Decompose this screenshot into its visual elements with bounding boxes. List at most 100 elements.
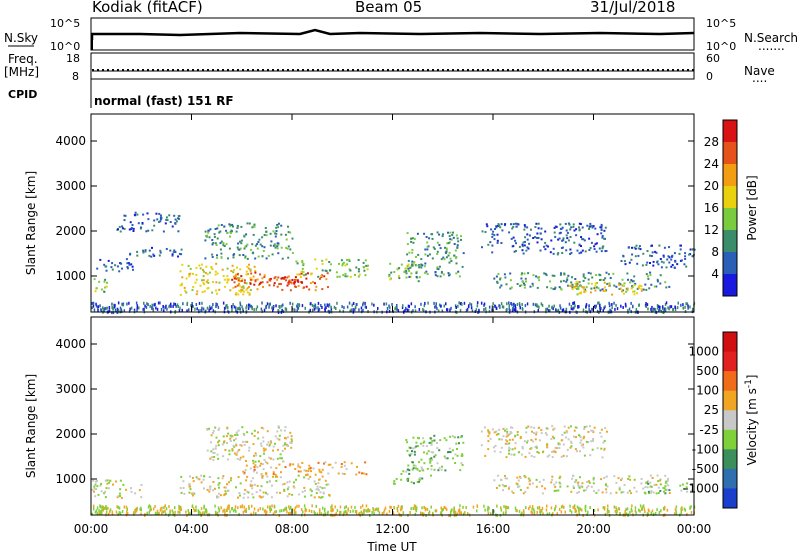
data-cell (179, 487, 182, 490)
data-cell (524, 236, 527, 239)
data-cell (447, 272, 450, 275)
data-cell (224, 449, 227, 451)
data-cell (592, 438, 595, 440)
ground-scatter-cell (263, 509, 266, 513)
data-cell (308, 464, 311, 467)
ground-scatter-cell (205, 309, 207, 313)
data-cell (182, 487, 185, 489)
data-cell (591, 276, 594, 279)
ground-scatter-cell (212, 309, 215, 313)
data-cell (552, 288, 555, 291)
data-cell (103, 263, 106, 266)
data-cell (251, 252, 254, 255)
ground-scatter-cell (146, 302, 148, 306)
ground-scatter-cell (344, 510, 346, 514)
ground-scatter-cell (248, 505, 250, 508)
data-cell (615, 481, 618, 484)
ground-scatter-cell (428, 510, 431, 514)
ground-scatter-cell (348, 301, 351, 305)
ground-scatter-cell (303, 504, 306, 508)
data-cell (613, 284, 616, 287)
ground-scatter-cell (506, 505, 508, 509)
ground-scatter-cell (310, 302, 312, 306)
data-cell (214, 242, 217, 245)
ground-scatter-cell (438, 303, 441, 307)
data-cell (234, 275, 237, 278)
ground-scatter-cell (144, 304, 146, 308)
data-cell (426, 248, 429, 251)
data-cell (93, 485, 96, 488)
data-cell (317, 482, 320, 485)
ground-scatter-cell (241, 504, 244, 508)
ground-scatter-cell (149, 508, 151, 512)
data-cell (286, 481, 289, 484)
data-cell (579, 485, 582, 488)
data-cell (232, 286, 235, 289)
data-cell (560, 247, 563, 249)
data-cell (269, 232, 272, 235)
ground-scatter-cell (349, 510, 352, 513)
ground-scatter-cell (368, 509, 371, 513)
data-cell (644, 486, 647, 489)
noise-tick-top-right: 10^5 (706, 17, 736, 30)
data-cell (593, 287, 596, 290)
data-cell (590, 440, 593, 443)
data-cell (237, 496, 239, 499)
data-cell (639, 248, 642, 251)
data-cell (495, 430, 498, 433)
data-cell (270, 240, 273, 243)
ground-scatter-cell (118, 511, 121, 515)
data-cell (438, 466, 441, 469)
data-cell (192, 272, 194, 275)
data-cell (266, 443, 269, 446)
data-cell (601, 235, 604, 237)
data-cell (572, 487, 575, 489)
ground-scatter-cell (503, 505, 505, 509)
ground-scatter-cell (442, 507, 444, 511)
y-tick-label: 3000 (55, 179, 86, 193)
data-cell (229, 479, 232, 482)
ground-scatter-cell (547, 309, 550, 313)
ground-scatter-cell (389, 306, 391, 310)
data-cell (405, 270, 408, 272)
data-cell (450, 260, 453, 262)
ground-scatter-cell (135, 301, 138, 305)
data-cell (461, 265, 464, 268)
data-cell (242, 496, 245, 499)
data-cell (284, 276, 286, 279)
ground-scatter-cell (285, 308, 288, 312)
ground-scatter-cell (440, 506, 442, 510)
data-cell (362, 265, 365, 268)
data-cell (526, 439, 529, 442)
data-cell (261, 476, 264, 479)
data-cell (233, 452, 236, 455)
data-cell (577, 484, 580, 486)
data-cell (551, 435, 554, 438)
ground-scatter-cell (423, 309, 425, 313)
data-cell (506, 430, 509, 433)
data-cell (426, 273, 429, 275)
data-cell (453, 243, 456, 245)
ground-scatter-cell (669, 305, 671, 309)
ground-scatter-cell (95, 304, 98, 308)
data-cell (121, 227, 124, 230)
data-cell (395, 478, 398, 480)
ground-scatter-cell (197, 511, 200, 515)
ground-scatter-cell (261, 301, 263, 305)
data-cell (207, 231, 210, 234)
data-cell (433, 468, 436, 471)
ground-scatter-cell (182, 302, 184, 306)
data-cell (430, 233, 433, 236)
ground-scatter-cell (354, 305, 357, 309)
ground-scatter-cell (565, 307, 568, 311)
data-cell (211, 291, 214, 294)
ground-scatter-cell (347, 508, 349, 512)
data-cell (278, 434, 281, 437)
data-cell (258, 460, 260, 463)
data-cell (223, 440, 226, 443)
ground-scatter-cell (266, 510, 268, 514)
data-cell (437, 469, 440, 472)
ground-scatter-cell (304, 509, 306, 513)
data-cell (211, 239, 214, 241)
data-cell (510, 453, 513, 456)
